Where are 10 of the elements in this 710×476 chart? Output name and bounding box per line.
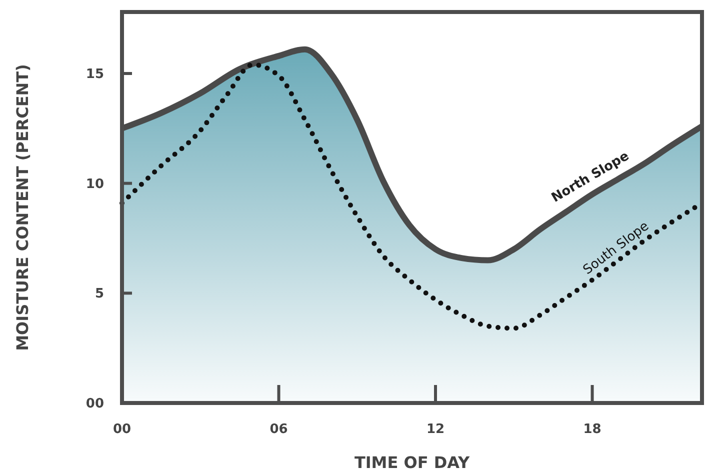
y-tick-label: 10 — [86, 176, 104, 192]
x-axis-title: TIME OF DAY — [354, 453, 470, 472]
y-tick-label: 15 — [86, 67, 104, 82]
x-tick-label: 12 — [426, 422, 445, 437]
y-tick-label: 5 — [94, 286, 104, 302]
x-tick-label: 06 — [270, 422, 288, 437]
y-axis-title: MOISTURE CONTENT (PERCENT) — [13, 64, 32, 351]
x-tick-label: 00 — [112, 422, 132, 437]
y-tick-label: 00 — [86, 396, 104, 412]
x-tick-label: 18 — [583, 422, 602, 437]
